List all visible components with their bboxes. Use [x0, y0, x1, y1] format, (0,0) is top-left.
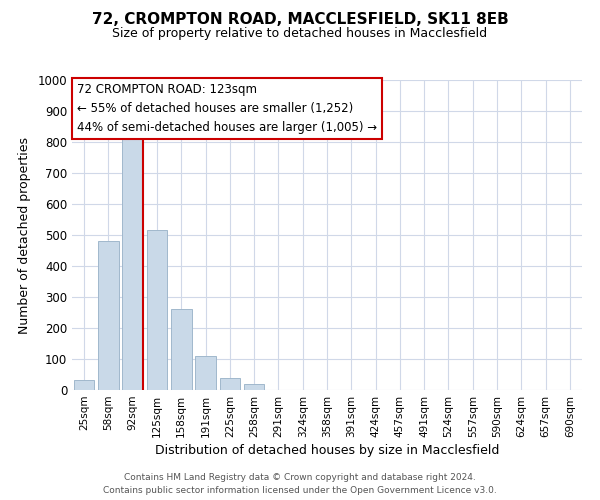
Bar	[98, 241, 119, 390]
Bar	[146, 230, 167, 390]
Text: 72, CROMPTON ROAD, MACCLESFIELD, SK11 8EB: 72, CROMPTON ROAD, MACCLESFIELD, SK11 8E…	[92, 12, 508, 28]
Y-axis label: Number of detached properties: Number of detached properties	[17, 136, 31, 334]
Bar	[195, 356, 216, 390]
Bar	[171, 309, 191, 390]
Bar	[244, 384, 265, 390]
Bar	[74, 380, 94, 390]
Text: 72 CROMPTON ROAD: 123sqm
← 55% of detached houses are smaller (1,252)
44% of sem: 72 CROMPTON ROAD: 123sqm ← 55% of detach…	[77, 83, 377, 134]
Bar	[220, 378, 240, 390]
X-axis label: Distribution of detached houses by size in Macclesfield: Distribution of detached houses by size …	[155, 444, 499, 457]
Text: Contains HM Land Registry data © Crown copyright and database right 2024.
Contai: Contains HM Land Registry data © Crown c…	[103, 474, 497, 495]
Text: Size of property relative to detached houses in Macclesfield: Size of property relative to detached ho…	[112, 28, 488, 40]
Bar	[122, 136, 143, 390]
